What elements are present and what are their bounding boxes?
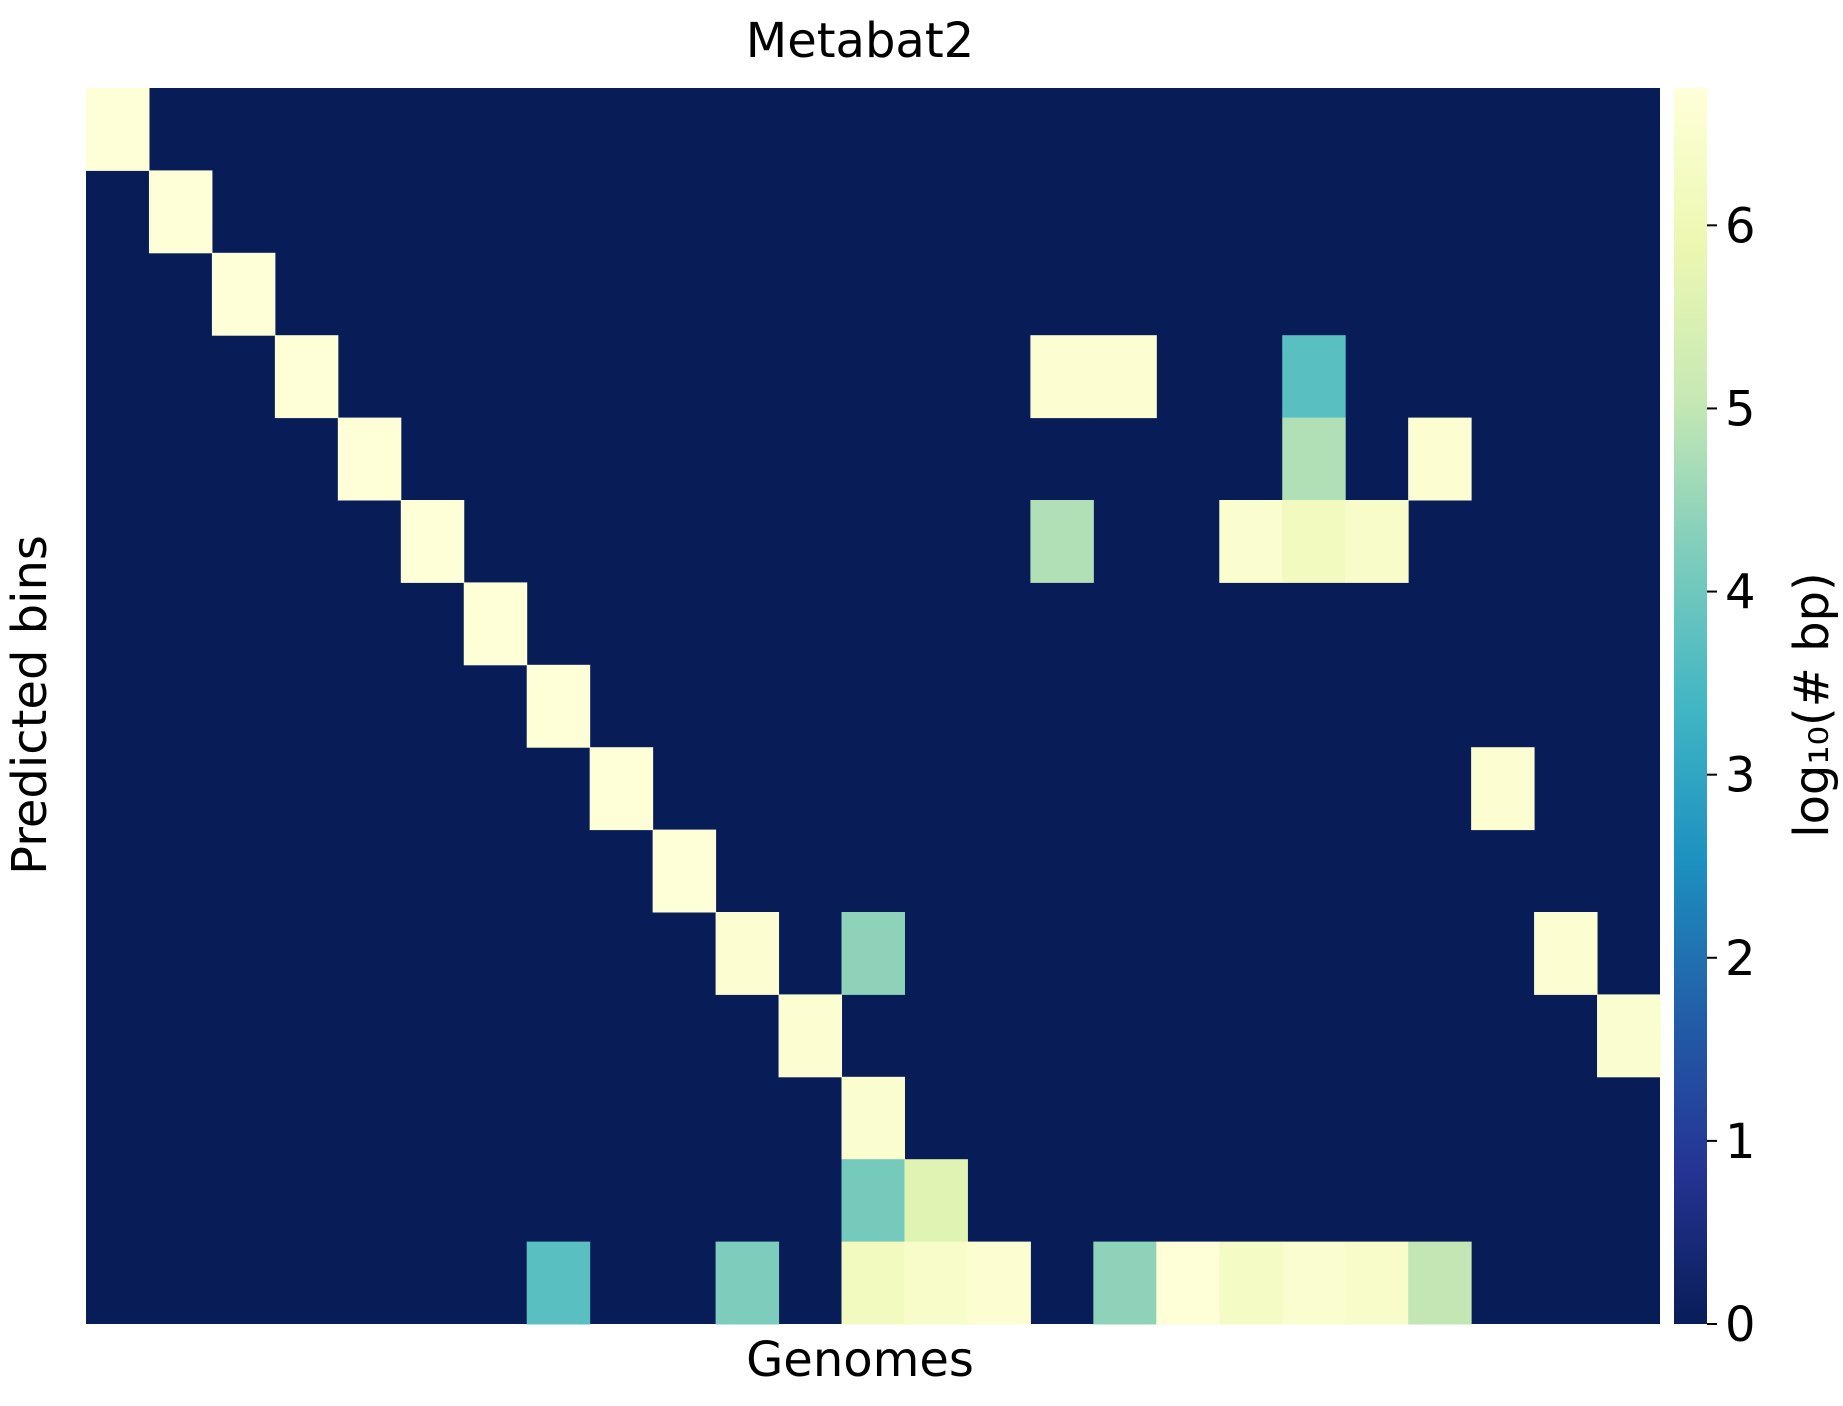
- colorbar-tick-label: 6: [1725, 198, 1756, 254]
- colorbar-tick-label: 2: [1725, 931, 1756, 987]
- heatmap-cell: [211, 252, 276, 336]
- heatmap-cell: [1408, 417, 1472, 501]
- heatmap-cell: [967, 1241, 1031, 1325]
- colorbar-tick-label: 0: [1725, 1297, 1756, 1353]
- heatmap-cell: [86, 88, 150, 171]
- heatmap-cell: [1219, 500, 1283, 583]
- heatmap-cell: [652, 829, 717, 913]
- heatmap-cell: [1408, 1241, 1472, 1325]
- heatmap-cell: [400, 500, 465, 583]
- heatmap-cell: [526, 1241, 591, 1325]
- heatmap-cell: [1282, 1241, 1346, 1325]
- colorbar-tick-label: 1: [1725, 1114, 1756, 1170]
- heatmap-cell: [1471, 747, 1535, 831]
- heatmap-cell: [841, 912, 905, 995]
- heatmap-cell: [337, 417, 402, 501]
- heatmap-cell: [1282, 335, 1346, 419]
- heatmap-cell: [1345, 500, 1409, 583]
- heatmap-cell: [715, 1241, 780, 1325]
- colorbar-tick-label: 4: [1725, 565, 1756, 621]
- heatmap-cell: [778, 994, 843, 1078]
- heatmap-cell: [904, 1241, 968, 1325]
- heatmap-cell: [1093, 1241, 1157, 1325]
- heatmap-cell: [148, 170, 213, 254]
- heatmap-cell: [589, 747, 654, 831]
- heatmap-cell: [274, 335, 339, 419]
- heatmap-grid: [86, 88, 1661, 1325]
- heatmap-cell: [1030, 500, 1094, 583]
- heatmap-cell: [904, 1159, 968, 1243]
- heatmap-cell: [841, 1241, 905, 1325]
- heatmap-cell: [1093, 335, 1157, 419]
- colorbar-tick-label: 3: [1725, 748, 1756, 804]
- heatmap-cell: [1156, 1241, 1220, 1325]
- heatmap-cell: [841, 1076, 905, 1160]
- colorbar-ticks: 0 1 2 3 4 5 6: [1707, 198, 1756, 1353]
- heatmap-cell: [463, 582, 528, 666]
- y-axis-label: Predicted bins: [2, 535, 58, 875]
- colorbar: [1674, 88, 1707, 1324]
- colorbar-label: log₁₀(# bp): [1784, 572, 1840, 838]
- heatmap-cell: [1597, 994, 1661, 1078]
- heatmap-cell: [841, 1159, 905, 1243]
- heatmap-cell: [1534, 912, 1598, 995]
- heatmap-cell: [715, 912, 780, 995]
- heatmap-cell: [1345, 1241, 1409, 1325]
- heatmap-cell: [1282, 417, 1346, 501]
- heatmap-cell: [1219, 1241, 1283, 1325]
- heatmap-cell: [526, 664, 591, 748]
- chart-title: Metabat2: [746, 13, 974, 69]
- colorbar-tick-label: 5: [1725, 381, 1756, 437]
- heatmap-cell: [1282, 500, 1346, 583]
- heatmap-cell: [1030, 335, 1094, 419]
- x-axis-label: Genomes: [746, 1332, 974, 1388]
